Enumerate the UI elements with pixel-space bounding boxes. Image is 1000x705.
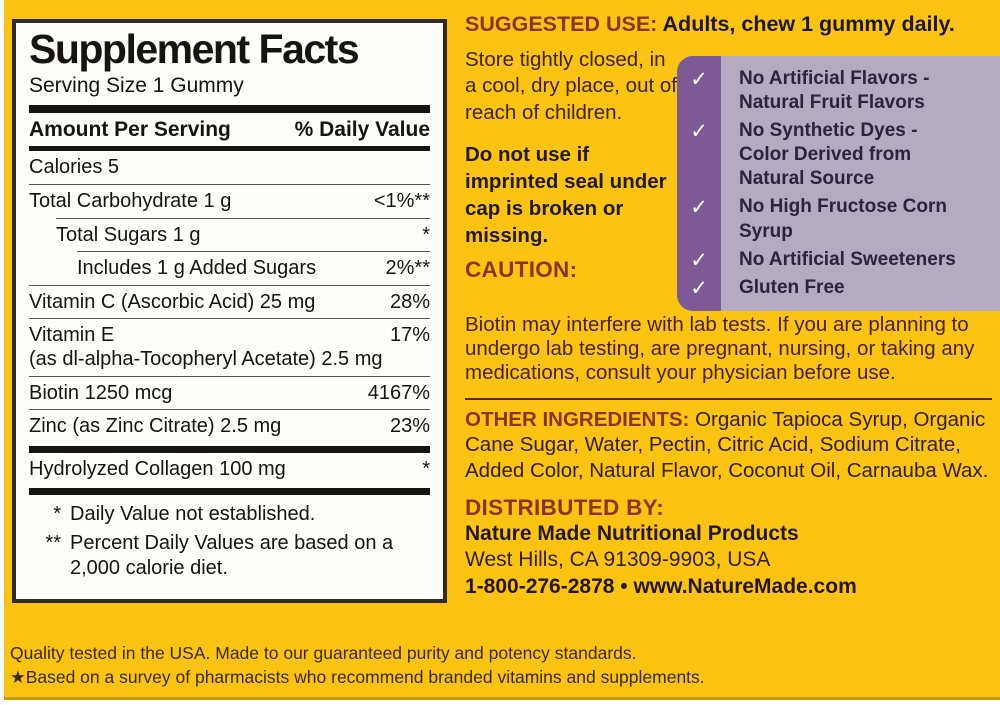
footnotes: * Daily Value not established. ** Percen… — [29, 500, 430, 583]
claim-no-synthetic-dyes: ✓ No Synthetic Dyes - Color Derived from… — [677, 117, 994, 193]
suggested-use-text: Adults, chew 1 gummy daily. — [662, 12, 955, 36]
nutrient-name: Zinc (as Zinc Citrate) 2.5 mg — [29, 415, 282, 438]
nutrient-dv: * — [422, 457, 430, 480]
nutrient-name: Vitamin E — [29, 324, 115, 347]
serving-size: Serving Size 1 Gummy — [29, 74, 244, 98]
table-row-hydrolyzed-collagen: Hydrolyzed Collagen 100 mg * — [29, 453, 430, 486]
footnote-text: Daily Value not established. — [70, 503, 316, 526]
checkmark-icon: ✓ — [690, 196, 708, 220]
daily-value-header: % Daily Value — [294, 118, 430, 142]
claim-text: Natural Fruit Flavors — [739, 91, 925, 113]
claim-no-artificial-sweeteners: ✓ No Artificial Sweeteners — [677, 246, 994, 274]
right-column: SUGGESTED USE: Adults, chew 1 gummy dail… — [461, 12, 1000, 600]
phone-and-website: 1-800-276-2878 • www.NatureMade.com — [465, 574, 857, 598]
storage-warnings-column: Store tightly closed, in a cool, dry pla… — [461, 47, 677, 283]
claim-text: No Synthetic Dyes - — [739, 120, 918, 142]
nutrient-dv: <1%** — [373, 190, 430, 213]
checkmark-strip — [677, 55, 721, 311]
footnote-marker: * — [53, 503, 61, 526]
footnote-percent-dv: ** Percent Daily Values are based on a 2… — [29, 529, 430, 583]
suggested-use-label: SUGGESTED USE: — [465, 12, 658, 36]
footer-notes: Quality tested in the USA. Made to our g… — [10, 642, 705, 689]
nutrient-name: Vitamin C (Ascorbic Acid) 25 mg — [29, 290, 316, 313]
distributed-by-heading: DISTRIBUTED BY: — [465, 495, 665, 521]
facts-header-row: Amount Per Serving % Daily Value — [29, 113, 430, 146]
checkmark-icon: ✓ — [690, 248, 708, 272]
table-row-calories: Calories 5 — [29, 151, 430, 184]
checkmark-icon: ✓ — [690, 120, 708, 144]
footnote-marker: ** — [45, 532, 61, 555]
claim-text: No Artificial Flavors - — [739, 67, 930, 89]
section-divider — [465, 397, 992, 400]
suggested-use-line: SUGGESTED USE: Adults, chew 1 gummy dail… — [461, 12, 1000, 38]
caution-text: Biotin may interfere with lab tests. If … — [465, 312, 975, 384]
amount-per-serving-header: Amount Per Serving — [29, 118, 231, 142]
claim-text: No High Fructose Corn Syrup — [739, 196, 947, 242]
table-row-added-sugars: Includes 1 g Added Sugars 2%** — [77, 251, 430, 285]
thick-divider-bar — [29, 105, 430, 114]
nutrient-dv: * — [422, 223, 430, 246]
product-label-background: Supplement Facts Serving Size 1 Gummy Am… — [4, 0, 1000, 700]
table-row-vitamin-e: Vitamin E 17% (as dl-alpha-Tocopheryl Ac… — [29, 318, 430, 375]
medium-divider-bar — [29, 146, 430, 152]
storage-and-checklist-section: Store tightly closed, in a cool, dry pla… — [461, 47, 1000, 311]
nutrient-name: Total Sugars 1 g — [56, 223, 201, 246]
nutrient-dv: 4167% — [367, 381, 430, 404]
other-ingredients-label: OTHER INGREDIENTS: — [465, 407, 690, 431]
claim-text: No Artificial Sweeteners — [739, 248, 956, 270]
claim-gluten-free: ✓ Gluten Free — [677, 274, 994, 302]
nutrient-name: Calories 5 — [29, 156, 120, 179]
nutrient-name: Biotin 1250 mcg — [29, 381, 173, 404]
other-ingredients-section: OTHER INGREDIENTS: Organic Tapioca Syrup… — [461, 407, 1000, 483]
quality-statement: Quality tested in the USA. Made to our g… — [10, 643, 637, 664]
survey-statement: ★Based on a survey of pharmacists who re… — [10, 666, 705, 687]
other-ingredients-text: Organic Tapioca Syrup, Organic Cane Suga… — [465, 407, 989, 482]
nutrient-dv — [422, 156, 430, 180]
nutrient-dv: 2%** — [385, 257, 430, 280]
distributor-address: West Hills, CA 91309-9903, USA — [465, 548, 771, 572]
storage-instructions: Store tightly closed, in a cool, dry pla… — [465, 47, 677, 125]
product-claims-panel: ✓ No Artificial Flavors - Natural Fruit … — [677, 55, 1000, 311]
nutrient-dv: 17% — [389, 324, 430, 347]
seal-warning: Do not use if imprinted seal under cap i… — [465, 142, 667, 247]
table-row-vitamin-c: Vitamin C (Ascorbic Acid) 25 mg 28% — [29, 284, 430, 319]
checkmark-icon: ✓ — [690, 276, 708, 300]
nutrient-name-line2: (as dl-alpha-Tocopheryl Acetate) 2.5 mg — [29, 348, 383, 371]
footnote-text: Percent Daily Values are based on a 2,00… — [70, 532, 394, 580]
nutrient-dv: 28% — [389, 290, 430, 313]
checkmark-icon: ✓ — [690, 67, 708, 91]
caution-heading: CAUTION: — [465, 256, 578, 282]
claim-no-artificial-flavors: ✓ No Artificial Flavors - Natural Fruit … — [677, 65, 994, 117]
supplement-facts-panel: Supplement Facts Serving Size 1 Gummy Am… — [12, 19, 447, 603]
nutrient-name: Hydrolyzed Collagen 100 mg — [29, 457, 286, 480]
supplement-facts-title: Supplement Facts — [29, 26, 360, 72]
table-row-total-sugars: Total Sugars 1 g * — [56, 217, 430, 252]
table-row-total-carbohydrate: Total Carbohydrate 1 g <1%** — [29, 184, 430, 218]
claim-text: Color Derived from — [739, 144, 912, 166]
thick-divider-bar — [29, 488, 430, 496]
claim-text: Natural Source — [739, 168, 875, 190]
nutrient-dv: 23% — [389, 415, 430, 438]
table-row-biotin: Biotin 1250 mcg 4167% — [29, 375, 430, 410]
footnote-dv-not-established: * Daily Value not established. — [29, 500, 430, 529]
nutrient-name: Total Carbohydrate 1 g — [29, 190, 232, 213]
thick-divider-bar — [29, 445, 430, 453]
table-row-zinc: Zinc (as Zinc Citrate) 2.5 mg 23% — [29, 409, 430, 443]
claim-no-hfcs: ✓ No High Fructose Corn Syrup — [677, 193, 994, 245]
distributor-name: Nature Made Nutritional Products — [465, 522, 799, 546]
claim-text: Gluten Free — [739, 276, 845, 298]
nutrient-name: Includes 1 g Added Sugars — [77, 257, 317, 280]
